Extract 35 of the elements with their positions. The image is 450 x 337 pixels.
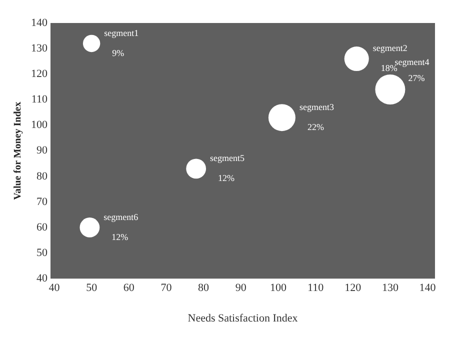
y-tick-label: 50 — [36, 246, 48, 259]
annotation: 12% — [218, 173, 236, 184]
y-tick-label: 140 — [31, 16, 48, 29]
series-label: segment1 — [104, 28, 139, 38]
annotation: 9% — [112, 48, 125, 58]
y-tick-label: 120 — [31, 68, 48, 80]
series-label: segment6 — [104, 212, 139, 222]
x-tick-label: 70 — [160, 282, 172, 294]
y-tick-label: 70 — [36, 196, 48, 208]
x-tick-label: 50 — [86, 282, 98, 294]
y-axis-title: Value for Money Index — [12, 102, 24, 200]
x-tick-label: 40 — [48, 282, 60, 294]
series-label: segment4 — [394, 56, 430, 67]
x-tick-label: 130 — [382, 282, 399, 294]
x-tick-label: 60 — [123, 282, 135, 294]
series-label: segment2 — [372, 43, 408, 54]
y-tick-label: 100 — [31, 119, 48, 132]
x-tick-label: 110 — [307, 282, 324, 294]
y-tick-label: 40 — [36, 272, 48, 284]
x-tick-label: 90 — [235, 282, 247, 294]
annotation: 12% — [112, 232, 129, 242]
series-label: segment5 — [210, 153, 246, 164]
x-axis-title: Needs Satisfaction Index — [188, 312, 298, 324]
series-label: segment3 — [299, 102, 334, 112]
x-tick-label: 100 — [270, 282, 287, 294]
x-tick-label: 120 — [344, 282, 362, 294]
y-tick-label: 130 — [31, 42, 48, 54]
x-tick-label: 80 — [198, 282, 210, 294]
annotation: 27% — [408, 72, 426, 83]
x-tick-label: 140 — [419, 282, 436, 294]
y-tick-label: 110 — [31, 94, 48, 106]
y-tick-label: 60 — [36, 221, 48, 234]
y-tick-label: 90 — [36, 144, 48, 157]
annotation: 22% — [307, 122, 324, 132]
y-tick-label: 80 — [36, 170, 48, 182]
